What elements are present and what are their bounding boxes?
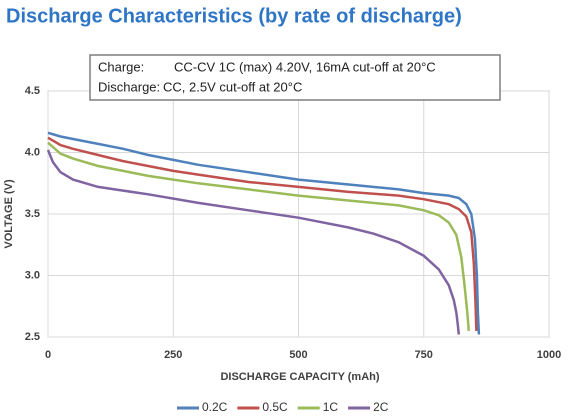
y-tick-label: 4.0 (25, 146, 40, 158)
series-line (47, 141, 471, 332)
y-tick-label: 3.5 (25, 208, 40, 220)
y-tick-label: 2.5 (25, 331, 40, 343)
x-tick-label: 0 (45, 349, 51, 361)
series-line (47, 136, 478, 331)
x-tick-label: 750 (415, 349, 433, 361)
legend-label: 0.2C (202, 400, 228, 414)
legend-label: 2C (373, 400, 389, 414)
annotation-label: Charge: (98, 59, 144, 74)
chart-title: Discharge Characteristics (by rate of di… (6, 5, 462, 27)
x-axis-title: DISCHARGE CAPACITY (mAh) (220, 371, 379, 383)
x-tick-label: 250 (164, 349, 182, 361)
legend-label: 1C (323, 400, 339, 414)
series-line (46, 149, 461, 335)
annotation-text: CC, 2.5V cut-off at 20°C (163, 79, 302, 94)
annotation-text: CC-CV 1C (max) 4.20V, 16mA cut-off at 20… (174, 59, 436, 74)
annotation-box: Charge: CC-CV 1C (max) 4.20V, 16mA cut-of… (89, 54, 501, 101)
legend-label: 0.5C (262, 400, 288, 414)
y-tick-label: 3.0 (25, 269, 40, 281)
series-line (47, 131, 481, 335)
y-tick-label: 4.5 (25, 85, 40, 97)
y-axis-title: VOLTAGE (V) (3, 179, 15, 249)
x-tick-label: 500 (289, 349, 307, 361)
annotation-label: Discharge: (98, 79, 160, 94)
annotation-frame (89, 54, 501, 101)
x-tick-label: 1000 (537, 349, 561, 361)
